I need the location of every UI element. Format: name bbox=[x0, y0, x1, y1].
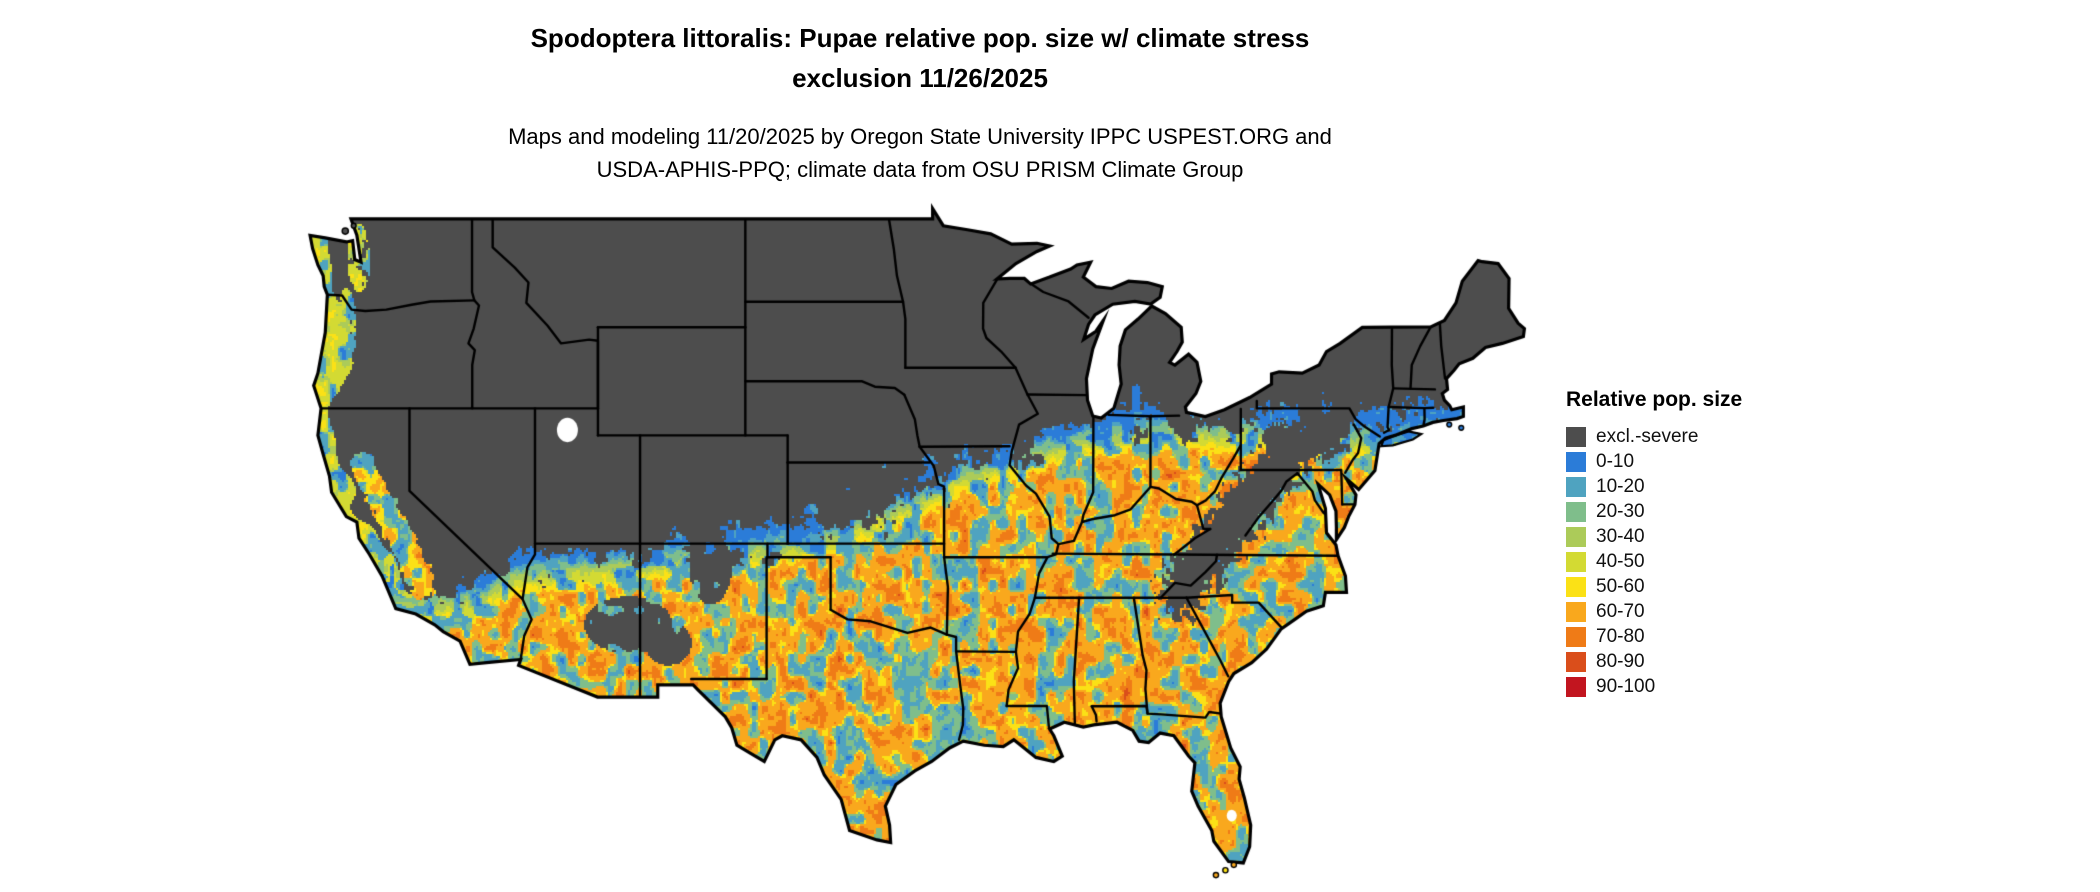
legend-label: 50-60 bbox=[1596, 575, 1645, 597]
legend-swatch bbox=[1566, 601, 1586, 622]
legend-item-70-80: 70-80 bbox=[1566, 624, 1742, 649]
legend-swatch bbox=[1566, 676, 1586, 697]
map-title-line1: Spodoptera littoralis: Pupae relative po… bbox=[530, 23, 1310, 53]
legend-item-60-70: 60-70 bbox=[1566, 599, 1742, 624]
map-title-line2: exclusion 11/26/2025 bbox=[792, 63, 1048, 93]
legend-swatch bbox=[1566, 651, 1586, 672]
legend-item-50-60: 50-60 bbox=[1566, 574, 1742, 599]
legend-item-90-100: 90-100 bbox=[1566, 674, 1742, 699]
map-subtitle-line2: USDA-APHIS-PPQ; climate data from OSU PR… bbox=[596, 157, 1244, 182]
legend-item-20-30: 20-30 bbox=[1566, 499, 1742, 524]
legend-swatch bbox=[1566, 526, 1586, 547]
legend-label: 70-80 bbox=[1596, 625, 1645, 647]
map-title: Spodoptera littoralis: Pupae relative po… bbox=[180, 18, 1660, 98]
legend-label: 80-90 bbox=[1596, 650, 1645, 672]
legend-item-0-10: 0-10 bbox=[1566, 449, 1742, 474]
legend-label: excl.-severe bbox=[1596, 425, 1699, 447]
legend-label: 0-10 bbox=[1596, 450, 1635, 472]
legend-title: Relative pop. size bbox=[1566, 388, 1743, 411]
map-subtitle: Maps and modeling 11/20/2025 by Oregon S… bbox=[180, 120, 1660, 186]
map-subtitle-line1: Maps and modeling 11/20/2025 by Oregon S… bbox=[508, 124, 1332, 149]
title-block: Spodoptera littoralis: Pupae relative po… bbox=[180, 18, 1660, 186]
legend-swatch bbox=[1566, 551, 1586, 572]
legend-item-excl-severe: excl.-severe bbox=[1566, 424, 1742, 449]
map-legend: Relative pop. size excl.-severe 0-10 10-20… bbox=[1566, 388, 1742, 699]
conus-choropleth-map bbox=[300, 200, 1536, 890]
legend-label: 10-20 bbox=[1596, 475, 1645, 497]
legend-swatch bbox=[1566, 576, 1586, 597]
legend-item-30-40: 30-40 bbox=[1566, 524, 1742, 549]
legend-items: excl.-severe 0-10 10-20 20-30 30-40 40-50 50-6… bbox=[1566, 424, 1742, 699]
legend-swatch bbox=[1566, 476, 1586, 497]
legend-label: 40-50 bbox=[1596, 550, 1645, 572]
legend-swatch bbox=[1566, 626, 1586, 647]
legend-swatch bbox=[1566, 501, 1586, 522]
legend-swatch bbox=[1566, 451, 1586, 472]
legend-label: 20-30 bbox=[1596, 500, 1645, 522]
legend-swatch bbox=[1566, 426, 1586, 447]
legend-item-80-90: 80-90 bbox=[1566, 649, 1742, 674]
legend-label: 30-40 bbox=[1596, 525, 1645, 547]
legend-item-10-20: 10-20 bbox=[1566, 474, 1742, 499]
legend-label: 60-70 bbox=[1596, 600, 1645, 622]
legend-item-40-50: 40-50 bbox=[1566, 549, 1742, 574]
legend-label: 90-100 bbox=[1596, 675, 1656, 697]
